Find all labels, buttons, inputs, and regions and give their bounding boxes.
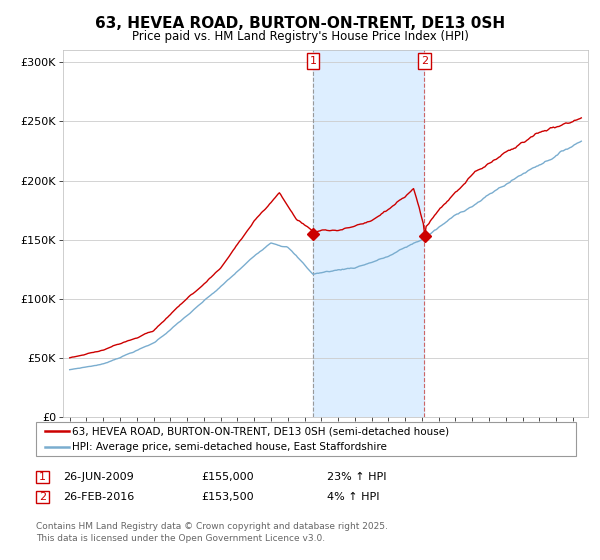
Text: 23% ↑ HPI: 23% ↑ HPI	[327, 472, 386, 482]
Text: 63, HEVEA ROAD, BURTON-ON-TRENT, DE13 0SH (semi-detached house): 63, HEVEA ROAD, BURTON-ON-TRENT, DE13 0S…	[72, 426, 449, 436]
Text: HPI: Average price, semi-detached house, East Staffordshire: HPI: Average price, semi-detached house,…	[72, 442, 387, 452]
Text: Contains HM Land Registry data © Crown copyright and database right 2025.
This d: Contains HM Land Registry data © Crown c…	[36, 522, 388, 543]
Text: 26-FEB-2016: 26-FEB-2016	[63, 492, 134, 502]
Text: 1: 1	[39, 472, 46, 482]
Text: 4% ↑ HPI: 4% ↑ HPI	[327, 492, 380, 502]
Text: £155,000: £155,000	[201, 472, 254, 482]
Bar	[313, 50, 424, 417]
Text: £153,500: £153,500	[201, 492, 254, 502]
Text: 2: 2	[39, 492, 46, 502]
Text: 1: 1	[310, 56, 316, 66]
Text: Price paid vs. HM Land Registry's House Price Index (HPI): Price paid vs. HM Land Registry's House …	[131, 30, 469, 43]
Text: 2: 2	[421, 56, 428, 66]
Text: 26-JUN-2009: 26-JUN-2009	[63, 472, 134, 482]
Text: 63, HEVEA ROAD, BURTON-ON-TRENT, DE13 0SH: 63, HEVEA ROAD, BURTON-ON-TRENT, DE13 0S…	[95, 16, 505, 31]
